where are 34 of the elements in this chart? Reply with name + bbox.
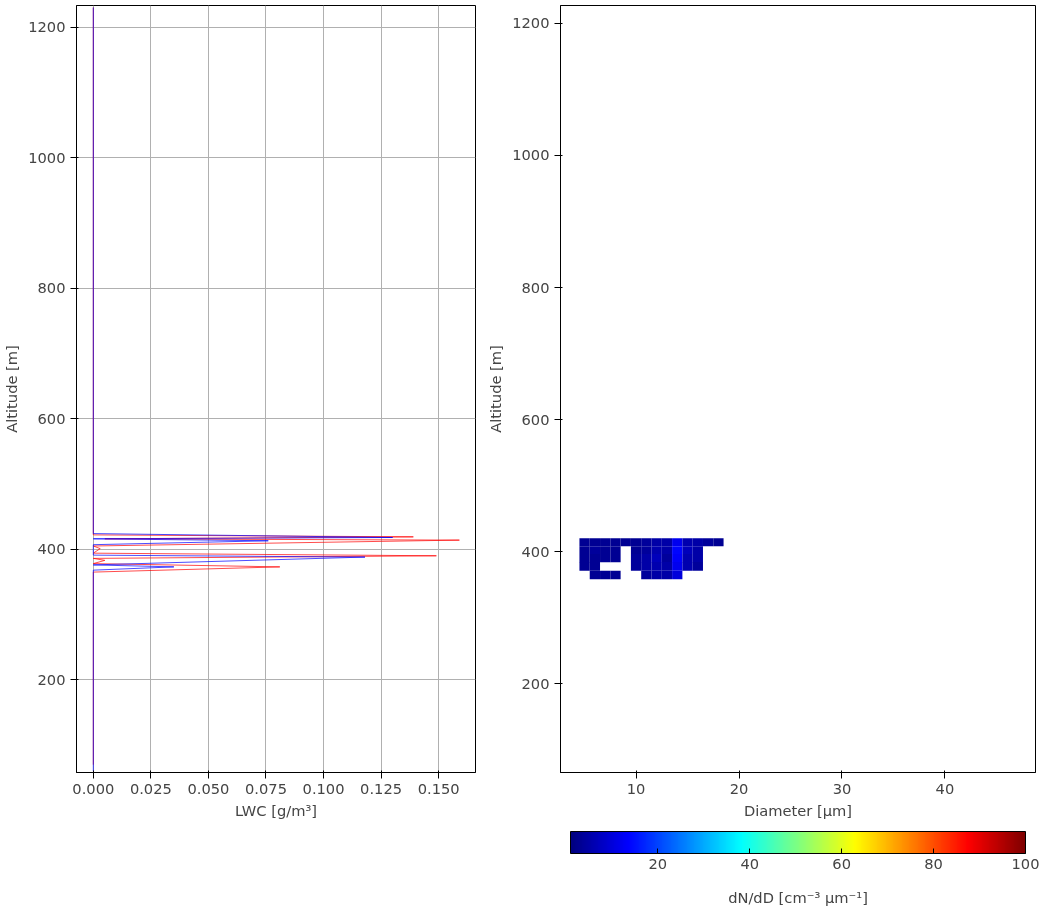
color-bar-label: 40 [740,854,760,872]
x-tick-label: 0.150 [417,779,460,797]
color-bar-label: 20 [648,854,668,872]
y-tick-label: 400 [37,540,66,558]
y-tick-label: 800 [521,278,550,296]
color-bar-title: dN/dD [cm⁻³ μm⁻¹] [728,888,868,906]
x-tick-label: 0.000 [72,779,115,797]
color-bar-label: 80 [924,854,943,872]
color-bar-label: 60 [832,854,851,872]
x-axis-title: LWC [g/m³] [234,801,318,819]
line-series [92,6,394,772]
y-tick-label: 200 [37,670,66,688]
y-tick-label: 400 [521,542,550,560]
y-tick-label: 800 [37,279,66,297]
x-tick-label: 10 [626,779,646,797]
y-tick-label: 200 [521,674,550,692]
x-axis-title: Diameter [μm] [743,801,853,819]
x-tick-label: 0.100 [302,779,345,797]
x-tick-label: 0.050 [187,779,230,797]
x-tick-label: 0.025 [129,779,172,797]
y-axis-title: Altitude [m] [3,345,21,433]
x-tick-label: 0.125 [360,779,403,797]
y-tick-label: 1200 [28,18,66,36]
x-tick-label: 30 [832,779,852,797]
y-axis-title: Altitude [m] [487,345,505,433]
y-tick-label: 1000 [28,148,66,166]
x-tick-label: 40 [935,779,955,797]
x-tick-label: 20 [729,779,749,797]
y-tick-label: 1000 [512,146,550,164]
y-tick-label: 600 [521,410,550,428]
y-tick-label: 600 [37,409,66,427]
y-tick-label: 1200 [512,14,550,32]
color-bar-label: 100 [1011,854,1040,872]
x-tick-label: 0.075 [245,779,287,797]
